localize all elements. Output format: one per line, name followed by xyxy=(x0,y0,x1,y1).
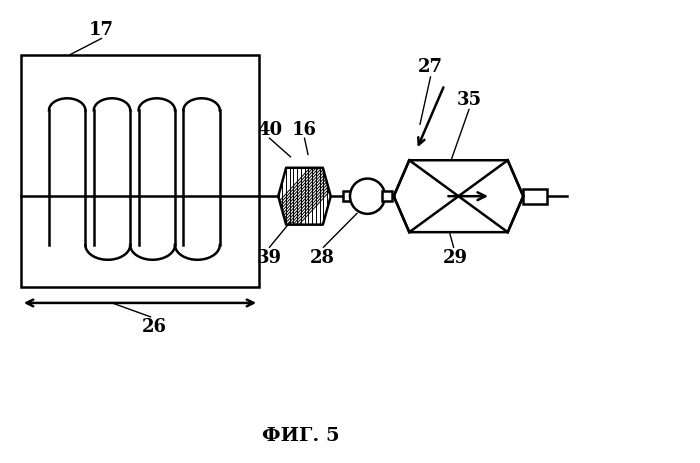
Text: 28: 28 xyxy=(309,248,335,266)
Text: 27: 27 xyxy=(418,58,443,76)
Ellipse shape xyxy=(350,179,385,214)
Bar xyxy=(382,192,392,202)
Text: 40: 40 xyxy=(257,121,282,138)
Bar xyxy=(21,56,259,287)
Text: 29: 29 xyxy=(442,248,468,266)
Text: 26: 26 xyxy=(141,318,167,335)
Text: ФИГ. 5: ФИГ. 5 xyxy=(262,426,340,444)
Bar xyxy=(524,189,547,204)
Text: 16: 16 xyxy=(292,121,317,138)
Text: 17: 17 xyxy=(89,21,114,39)
Text: 35: 35 xyxy=(456,91,482,108)
Text: 39: 39 xyxy=(257,248,282,266)
Bar xyxy=(343,192,353,202)
